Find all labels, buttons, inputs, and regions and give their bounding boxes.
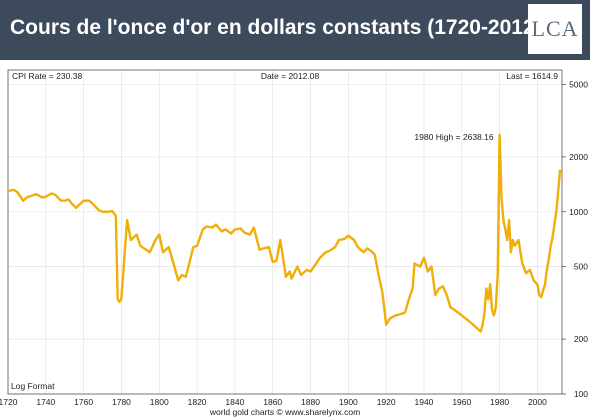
y-tick-label: 5000	[569, 79, 588, 89]
x-axis: 1720 1740 1760 1780 1800 1820 1840 1860 1880 1900…	[0, 397, 547, 407]
source-credit: world gold charts © www.sharelynx.com	[209, 407, 360, 417]
y-tick-label: 200	[574, 334, 588, 344]
x-tick-label: 1960	[452, 397, 471, 407]
x-tick-label: 1840	[225, 397, 244, 407]
x-tick-label: 1780	[112, 397, 131, 407]
y-tick-label: 2000	[569, 152, 588, 162]
x-tick-label: 1900	[339, 397, 358, 407]
gold-price-series-line	[7, 133, 562, 333]
logo-text: LCA	[531, 16, 579, 41]
gold-price-chart: 1720 1740 1760 1780 1800 1820 1840 1860 1880 1900…	[0, 69, 588, 417]
lca-logo: LCA	[528, 4, 582, 54]
last-price-label: Last = 1614.9	[506, 71, 558, 81]
y-tick-label: 500	[574, 262, 588, 272]
chart-grid	[7, 70, 562, 395]
x-tick-label: 1720	[0, 397, 18, 407]
date-label: Date = 2012.08	[261, 71, 320, 81]
log-format-label: Log Format	[11, 381, 55, 391]
x-tick-label: 1740	[36, 397, 55, 407]
plot-frame	[7, 69, 563, 395]
x-tick-label: 1800	[150, 397, 169, 407]
y-tick-label: 100	[574, 389, 588, 399]
chart-area: 1720 1740 1760 1780 1800 1820 1840 1860 1880 1900…	[0, 60, 590, 419]
header-bar: Cours de l'once d'or en dollars constant…	[0, 0, 590, 60]
x-tick-label: 1940	[415, 397, 434, 407]
x-tick-label: 1980	[490, 397, 509, 407]
x-tick-label: 1760	[74, 397, 93, 407]
cpi-rate-label: CPI Rate = 230.38	[12, 71, 82, 81]
x-tick-label: 1860	[263, 397, 282, 407]
y-axis: 5000 2000 1000 500 200 100	[562, 79, 588, 399]
page-title: Cours de l'once d'or en dollars constant…	[10, 16, 542, 39]
x-tick-label: 1820	[188, 397, 207, 407]
y-tick-label: 1000	[569, 207, 588, 217]
x-tick-label: 1880	[301, 397, 320, 407]
x-tick-label: 1920	[377, 397, 396, 407]
x-tick-label: 2000	[528, 397, 547, 407]
high-1980-annotation: 1980 High = 2638.16	[414, 132, 493, 142]
